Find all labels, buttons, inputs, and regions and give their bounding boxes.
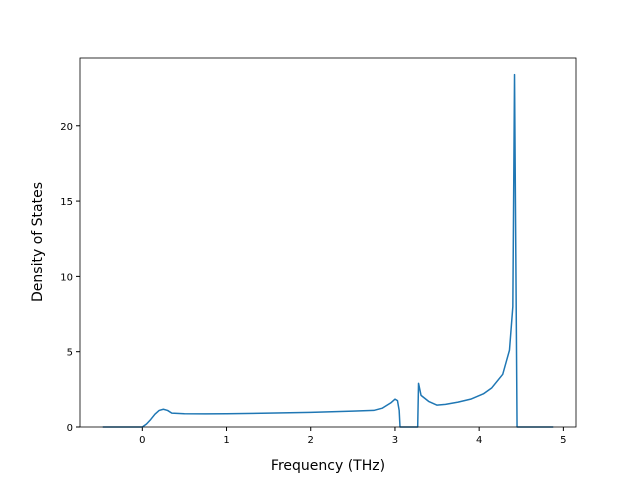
line [102, 73, 554, 428]
x-tick-label: 0 [139, 435, 145, 446]
y-tick-label: 5 [67, 348, 73, 359]
y-axis-label: Density of States [30, 182, 46, 302]
x-tick-label: 4 [476, 435, 482, 446]
x-tick-label: 3 [392, 435, 398, 446]
x-tick-label: 2 [308, 435, 314, 446]
x-tick-label: 1 [223, 435, 229, 446]
y-tick-label: 20 [60, 122, 73, 133]
y-tick-label: 15 [60, 197, 73, 208]
y-tick-label: 0 [67, 423, 73, 434]
plot-frame [79, 57, 577, 428]
x-tick-label: 5 [560, 435, 566, 446]
x-axis-label: Frequency (THz) [271, 458, 385, 474]
y-tick-label: 10 [60, 272, 73, 283]
